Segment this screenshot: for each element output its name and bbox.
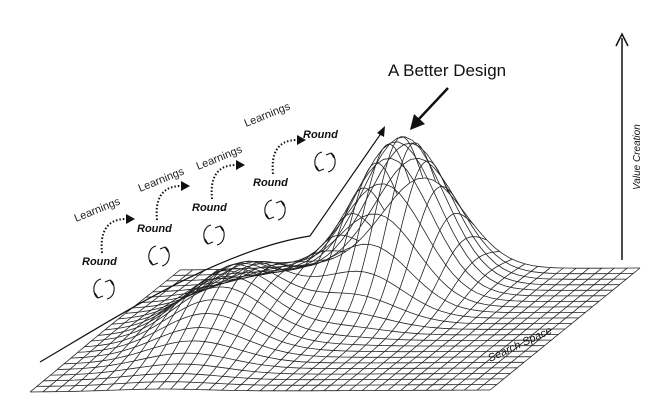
mesh-line — [166, 142, 627, 282]
round-label: Round — [192, 202, 227, 214]
round-label: Round — [137, 223, 172, 235]
mesh-line — [173, 157, 634, 276]
mesh-line — [36, 381, 497, 387]
value-axis-label: Value Creation — [632, 124, 643, 190]
mesh-line — [84, 299, 545, 348]
mesh-line — [323, 212, 475, 392]
cycle-arrows-icon — [93, 278, 115, 300]
better-design-arrow — [417, 87, 449, 121]
mesh-line — [152, 141, 613, 293]
learnings-label: Learnings — [73, 195, 123, 224]
mesh-line — [64, 340, 525, 365]
mesh-line — [57, 352, 518, 370]
mesh-line — [29, 388, 490, 393]
mesh-line — [132, 213, 593, 309]
round-label: Round — [82, 256, 117, 268]
mesh-line — [118, 260, 579, 320]
cycle-arrows-icon — [148, 245, 170, 267]
progress-curve-arrowhead — [377, 126, 385, 137]
mesh-line — [91, 286, 552, 342]
mesh-line — [374, 263, 526, 391]
dotted-arrow-icon — [155, 185, 182, 221]
cycle-arrows-icon — [203, 224, 225, 246]
surface-mesh — [29, 136, 641, 393]
mesh-line — [77, 313, 538, 353]
round-label: Round — [253, 177, 288, 189]
value-axis-arrowhead — [615, 32, 629, 47]
dotted-arrow-head — [126, 214, 135, 224]
cycle-arrows-icon — [314, 151, 336, 173]
search-space-label: Search Space — [486, 325, 554, 365]
mesh-line — [43, 372, 504, 382]
learnings-label: Learnings — [243, 100, 293, 129]
mesh-line — [159, 136, 620, 287]
mesh-line — [98, 275, 559, 336]
dotted-arrow-head — [297, 135, 306, 145]
title-better-design: A Better Design — [388, 61, 506, 80]
progress-curve — [39, 131, 383, 363]
round-label: Round — [303, 129, 338, 141]
mesh-line — [106, 267, 257, 391]
dotted-arrow-icon — [100, 218, 127, 254]
mesh-line — [70, 327, 531, 359]
mesh-line — [50, 363, 511, 376]
cycle-arrows-icon — [264, 199, 286, 221]
mesh-line — [336, 236, 487, 392]
dotted-arrow-icon — [210, 164, 237, 200]
mesh-line — [180, 177, 640, 271]
dotted-arrow-head — [181, 181, 190, 191]
mesh-line — [221, 213, 372, 391]
dotted-arrow-head — [236, 160, 245, 170]
better-design-arrowhead — [410, 114, 425, 130]
dotted-arrow-icon — [271, 139, 298, 175]
learnings-label: Learnings — [137, 165, 187, 194]
mesh-line — [272, 136, 424, 392]
